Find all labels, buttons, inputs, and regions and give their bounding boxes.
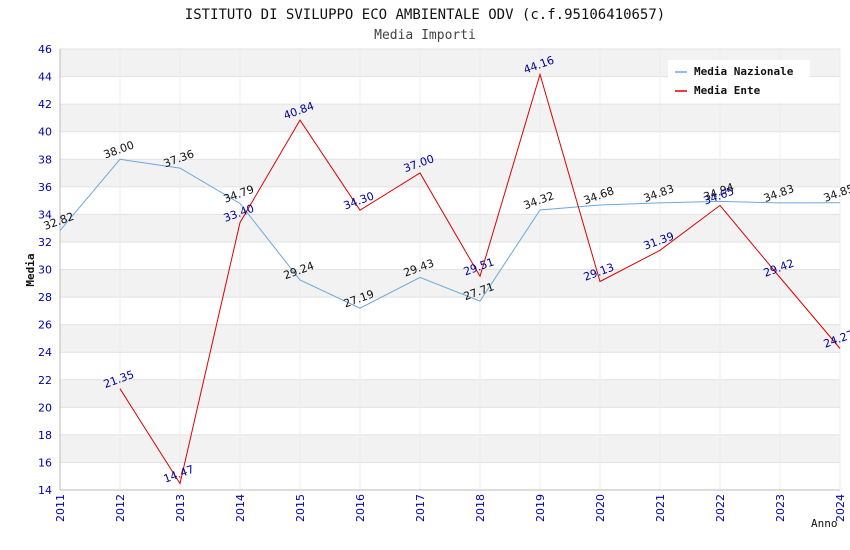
- y-tick-label: 34: [38, 208, 52, 221]
- x-tick-label: 2014: [234, 494, 247, 522]
- x-tick-label: 2021: [654, 494, 667, 522]
- grid-band: [60, 352, 840, 380]
- grid-band: [60, 241, 840, 270]
- legend-label-media-nazionale: Media Nazionale: [694, 65, 794, 78]
- series-line-media-nazionale: [59, 158, 841, 309]
- x-tick-label: 2016: [354, 494, 367, 522]
- y-tick-label: 14: [38, 484, 52, 497]
- y-tick-label: 38: [38, 153, 52, 166]
- series-line-media-ente: [119, 72, 841, 485]
- grid-band: [60, 324, 840, 353]
- legend-label-media-ente: Media Ente: [694, 84, 761, 97]
- y-tick-label: 46: [38, 43, 52, 56]
- grid-band: [60, 269, 840, 298]
- x-tick-label: 2018: [474, 494, 487, 522]
- y-tick-label: 42: [38, 98, 52, 111]
- x-tick-label: 2022: [714, 494, 727, 522]
- y-tick-label: 26: [38, 319, 52, 332]
- axes: [59, 49, 840, 491]
- grid-band: [60, 462, 840, 490]
- grid-band: [60, 214, 840, 242]
- grid-bands: [60, 49, 840, 490]
- y-axis-ticks: 14 16 18 20 22 24 26 28 30 32 34 36 38 40 42 44 46: [38, 43, 52, 497]
- y-tick-label: 22: [38, 374, 52, 387]
- grid-lines: [59, 48, 841, 491]
- y-tick-label: 18: [38, 429, 52, 442]
- x-tick-label: 2020: [594, 494, 607, 522]
- grid-band: [60, 297, 840, 325]
- y-tick-label: 16: [38, 456, 52, 469]
- grid-band: [60, 131, 840, 160]
- grid-band: [60, 407, 840, 435]
- legend-box: [668, 60, 810, 102]
- chart-subtitle: Media Importi: [374, 28, 476, 43]
- x-tick-label: 2015: [294, 494, 307, 522]
- grid-band: [60, 186, 840, 215]
- series-lines: [59, 72, 841, 485]
- y-tick-label: 44: [38, 71, 52, 84]
- chart-title: ISTITUTO DI SVILUPPO ECO AMBIENTALE ODV …: [185, 7, 665, 23]
- y-tick-label: 24: [38, 346, 52, 359]
- grid-band: [60, 104, 840, 132]
- grid-band: [60, 379, 840, 408]
- x-tick-label: 2013: [174, 494, 187, 522]
- grid-band: [60, 434, 840, 463]
- x-tick-label: 2012: [114, 494, 127, 522]
- y-tick-label: 30: [38, 264, 52, 277]
- x-tick-label: 2019: [534, 494, 547, 522]
- x-tick-label: 2023: [774, 494, 787, 522]
- x-axis-ticks: 2011 2012 2013 2014 2015 2016 2017 2018 2019 2020…: [54, 494, 847, 522]
- legend: Media Nazionale Media Ente: [668, 60, 810, 102]
- y-tick-label: 32: [38, 236, 52, 249]
- y-tick-label: 20: [38, 401, 52, 414]
- x-axis-label: Anno: [811, 517, 838, 530]
- x-tick-label: 2017: [414, 494, 427, 522]
- y-axis-label: Media: [24, 253, 37, 286]
- x-tick-label: 2011: [54, 494, 67, 522]
- y-tick-label: 28: [38, 291, 52, 304]
- y-tick-label: 36: [38, 181, 52, 194]
- grid-band: [60, 159, 840, 187]
- y-tick-label: 40: [38, 126, 52, 139]
- x-tick-label: 2024: [834, 494, 847, 522]
